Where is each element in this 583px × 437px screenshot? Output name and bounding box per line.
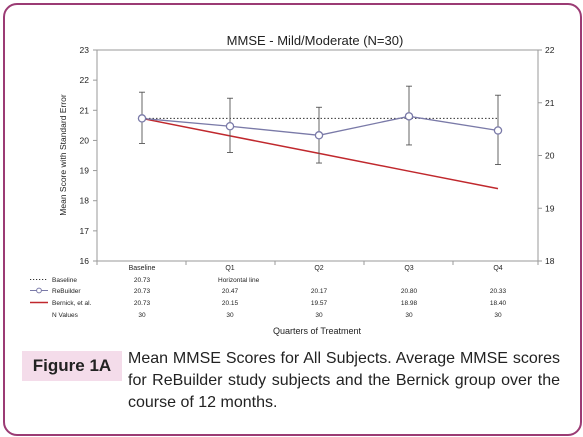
mmse-chart: MMSE - Mild/Moderate (N=30) Mean Score w… [30, 33, 555, 336]
table-cell: 18.98 [401, 300, 418, 307]
rebuilder-point [314, 131, 324, 140]
figure-tag: Figure 1A [22, 351, 122, 381]
x-tick-label: Q3 [404, 265, 413, 272]
y-tick-label: 23 [80, 45, 90, 55]
legend-bernick-label: Bernick, et al. [52, 300, 92, 307]
y2-tick-label: 19 [545, 203, 555, 213]
x-tick-label: Baseline [129, 265, 156, 272]
table-cell: 30 [315, 312, 323, 319]
rebuilder-point [137, 114, 147, 123]
bernick-line [141, 117, 499, 190]
y2-tick-label: 22 [545, 45, 555, 55]
y-tick-label: 21 [80, 105, 90, 115]
table-cell: 30 [494, 312, 502, 319]
table-cell: Horizontal line [218, 277, 260, 284]
x-tick-label: Q4 [493, 265, 502, 272]
x-tick-label: Q2 [314, 265, 323, 272]
table-cell: 30 [226, 312, 234, 319]
y-axis-label: Mean Score with Standard Error [58, 94, 68, 216]
rebuilder-point [225, 122, 235, 131]
figure-caption: Mean MMSE Scores for All Subjects. Avera… [128, 350, 560, 411]
y-tick-label: 20 [80, 135, 90, 145]
table-cell: 20.73 [134, 300, 151, 307]
chart-title: MMSE - Mild/Moderate (N=30) [227, 33, 404, 48]
table-cell: 30 [405, 312, 413, 319]
table-cell: 20.15 [222, 300, 239, 307]
table-cell: 20.80 [401, 288, 418, 295]
x-tick-label: Q1 [225, 265, 234, 272]
table-cell: 30 [138, 312, 146, 319]
table-cell: 20.73 [134, 277, 151, 284]
legend-rebuilder-label: ReBuilder [52, 288, 81, 295]
plot-area [96, 49, 539, 262]
y2-tick-label: 21 [545, 98, 555, 108]
n-values-label: N Values [52, 312, 79, 319]
y-tick-label: 16 [80, 256, 90, 266]
y-tick-label: 19 [80, 166, 90, 176]
rebuilder-point [404, 112, 414, 121]
legend-baseline-label: Baseline [52, 277, 77, 284]
table-cell: 19.57 [311, 300, 328, 307]
x-axis-label: Quarters of Treatment [273, 326, 362, 336]
y2-tick-label: 20 [545, 151, 555, 161]
table-cell: 20.47 [222, 288, 239, 295]
y-tick-label: 22 [80, 75, 90, 85]
table-cell: 18.40 [490, 300, 507, 307]
rebuilder-point [493, 126, 503, 135]
table-cell: 20.73 [134, 288, 151, 295]
y2-tick-label: 18 [545, 256, 555, 266]
table-cell: 20.17 [311, 288, 328, 295]
y-tick-label: 18 [80, 196, 90, 206]
legend-rebuilder-marker [36, 287, 42, 294]
table-cell: 20.33 [490, 288, 507, 295]
y-tick-label: 17 [80, 226, 90, 236]
